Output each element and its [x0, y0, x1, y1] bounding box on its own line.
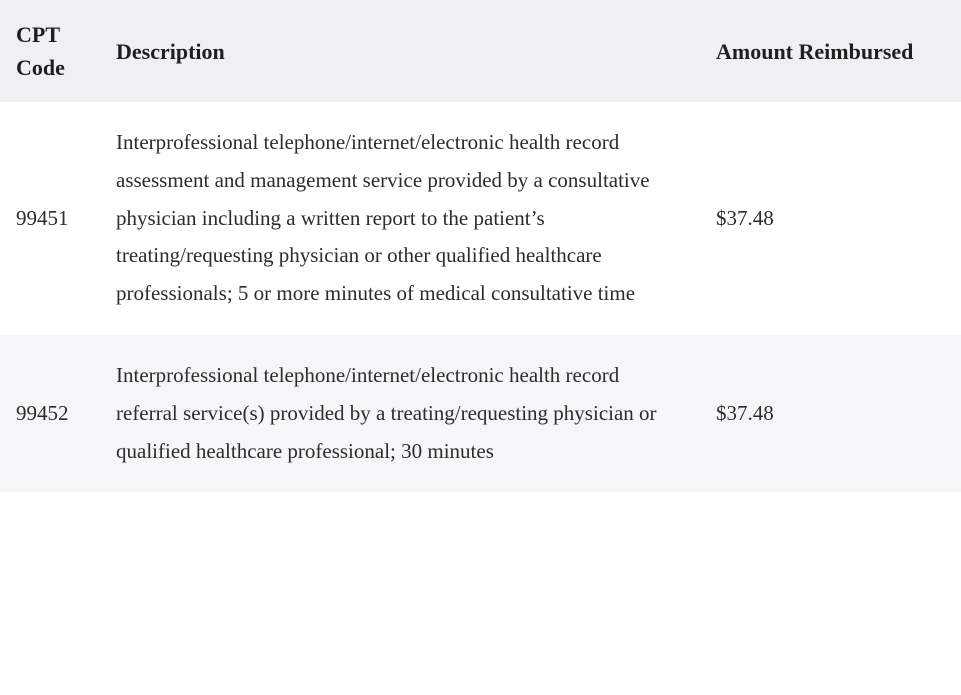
- col-header-amount: Amount Reimbursed: [700, 0, 961, 102]
- cell-description: Interprofessional telephone/internet/ele…: [100, 102, 700, 335]
- cell-code: 99451: [0, 102, 100, 335]
- cell-description: Interprofessional telephone/internet/ele…: [100, 335, 700, 492]
- table-row: 99451 Interprofessional telephone/intern…: [0, 102, 961, 335]
- table-row: 99452 Interprofessional telephone/intern…: [0, 335, 961, 492]
- cell-code: 99452: [0, 335, 100, 492]
- cell-amount: $37.48: [700, 335, 961, 492]
- table-header-row: CPT Code Description Amount Reimbursed: [0, 0, 961, 102]
- cell-amount: $37.48: [700, 102, 961, 335]
- cpt-reimbursement-table: CPT Code Description Amount Reimbursed 9…: [0, 0, 961, 492]
- col-header-description: Description: [100, 0, 700, 102]
- col-header-code: CPT Code: [0, 0, 100, 102]
